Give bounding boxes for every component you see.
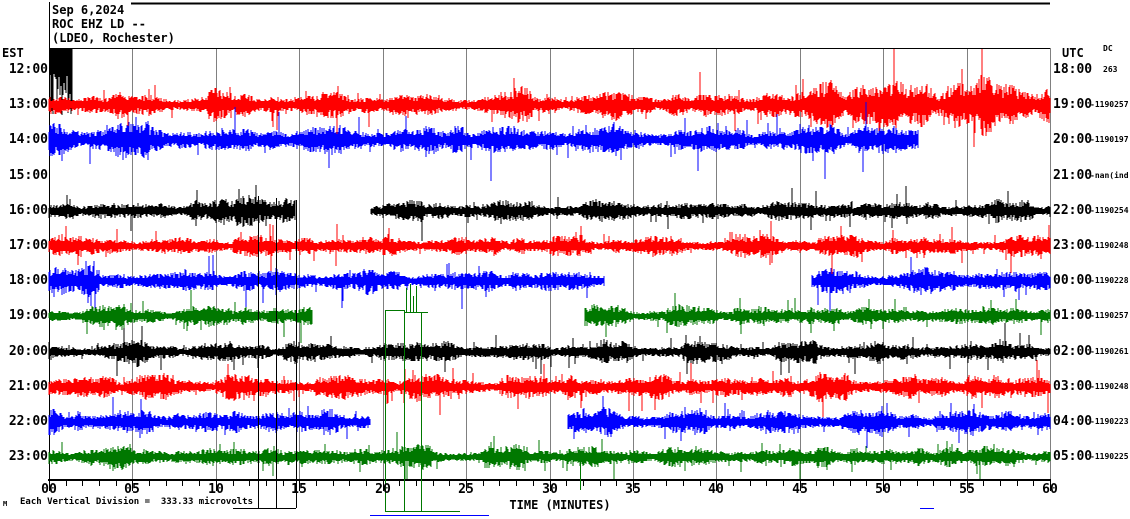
utc-time-label: 04:00 <box>1053 414 1093 429</box>
x-tick-label: 30 <box>542 482 558 497</box>
est-time-label: 21:00 <box>8 379 48 394</box>
utc-time-label: 22:00 <box>1053 203 1093 218</box>
left-axis-label: EST <box>2 46 24 60</box>
logo-mark: M <box>3 500 8 508</box>
utc-time-label: 23:00 <box>1053 238 1093 253</box>
dc-offset-value: -1190248 <box>1090 382 1129 391</box>
dc-offset-value: -1190225 <box>1090 452 1129 461</box>
utc-time-label: 18:00 <box>1053 62 1093 77</box>
trace-row-11 <box>48 432 1051 479</box>
dc-offset-value: -1190197 <box>1090 135 1129 144</box>
trace-row-1 <box>48 49 1051 153</box>
x-tick-label: 20 <box>375 482 391 497</box>
dc-offset-value: -nan(ind <box>1090 171 1129 180</box>
x-tick-label: 00 <box>41 482 57 497</box>
right-axis-label: UTC <box>1062 46 1084 60</box>
dc-offset-value: -1190257 <box>1090 100 1129 109</box>
header-location: (LDEO, Rochester) <box>52 31 175 45</box>
utc-time-label: 21:00 <box>1053 168 1093 183</box>
x-tick-label: 55 <box>959 482 975 497</box>
est-time-label: 20:00 <box>8 344 48 359</box>
trace-row-2 <box>48 102 919 181</box>
x-tick-label: 45 <box>792 482 808 497</box>
trace-startup-burst <box>49 49 73 115</box>
x-tick-label: 35 <box>625 482 641 497</box>
est-time-label: 13:00 <box>8 97 48 112</box>
x-tick-label: 10 <box>208 482 224 497</box>
x-tick-label: 40 <box>708 482 724 497</box>
header-station: ROC EHZ LD -- <box>52 17 146 31</box>
utc-time-label: 01:00 <box>1053 308 1093 323</box>
x-axis-title: TIME (MINUTES) <box>509 498 611 512</box>
utc-time-label: 20:00 <box>1053 132 1093 147</box>
x-tick-label: 60 <box>1042 482 1058 497</box>
est-time-label: 17:00 <box>8 238 48 253</box>
est-time-label: 18:00 <box>8 273 48 288</box>
utc-time-label: 00:00 <box>1053 273 1093 288</box>
trace-row-6 <box>48 255 1051 314</box>
x-tick-label: 05 <box>124 482 140 497</box>
trace-row-4 <box>48 185 1051 241</box>
x-tick-label: 25 <box>458 482 474 497</box>
trace-row-9 <box>48 360 1051 424</box>
utc-time-label: 02:00 <box>1053 344 1093 359</box>
dc-offset-value: -1190223 <box>1090 417 1129 426</box>
dc-offset-value: 263 <box>1103 65 1118 74</box>
scale-note: Each Vertical Division = 333.33 microvol… <box>20 497 253 507</box>
x-tick-label: 15 <box>291 482 307 497</box>
trace-row-5 <box>48 221 1051 274</box>
dc-offset-value: -1190254 <box>1090 206 1129 215</box>
est-time-label: 14:00 <box>8 132 48 147</box>
trace-row-8 <box>48 323 1051 376</box>
est-time-label: 15:00 <box>8 168 48 183</box>
est-time-label: 16:00 <box>8 203 48 218</box>
est-time-label: 12:00 <box>8 62 48 77</box>
header-date: Sep 6,2024 <box>52 3 125 17</box>
trace-row-7 <box>48 290 1051 343</box>
dc-offset-value: -1190261 <box>1090 347 1129 356</box>
est-time-label: 23:00 <box>8 449 48 464</box>
utc-time-label: 19:00 <box>1053 97 1093 112</box>
x-tick-label: 50 <box>875 482 891 497</box>
trace-row-10 <box>48 396 1051 448</box>
dc-column-label: DC <box>1103 44 1113 53</box>
utc-time-label: 05:00 <box>1053 449 1093 464</box>
dc-offset-value: -1190257 <box>1090 311 1129 320</box>
x-axis-ticks <box>49 481 1051 491</box>
grid-lines <box>132 48 968 480</box>
utc-time-label: 03:00 <box>1053 379 1093 394</box>
est-time-label: 22:00 <box>8 414 48 429</box>
dc-offset-value: -1190228 <box>1090 276 1129 285</box>
dc-offset-value: -1190248 <box>1090 241 1129 250</box>
est-time-label: 19:00 <box>8 308 48 323</box>
